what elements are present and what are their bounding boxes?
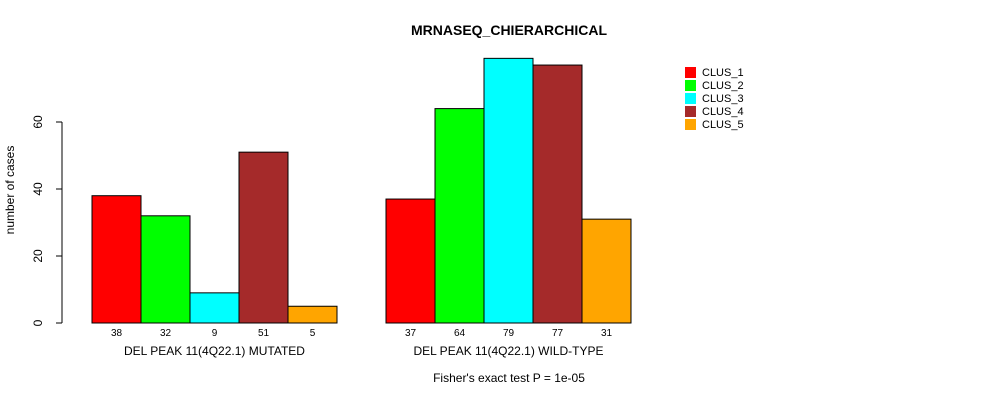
legend-swatch xyxy=(685,67,696,78)
group-label: DEL PEAK 11(4Q22.1) MUTATED xyxy=(124,344,305,358)
bar-clus-5 xyxy=(287,305,338,324)
bar-clus-1 xyxy=(91,195,142,324)
y-tick-label: 40 xyxy=(31,182,45,196)
y-tick-label: 0 xyxy=(31,319,45,326)
legend-label: CLUS_5 xyxy=(702,119,744,131)
fisher-test-footnote: Fisher's exact test P = 1e-05 xyxy=(433,371,585,385)
bars-layer xyxy=(91,57,632,324)
legend-swatch xyxy=(685,119,696,130)
group-labels: DEL PEAK 11(4Q22.1) MUTATED DEL PEAK 11(4… xyxy=(124,344,604,358)
bar-clus-3 xyxy=(483,57,534,324)
legend-label: CLUS_2 xyxy=(702,80,744,92)
bar-clus-2 xyxy=(140,215,191,324)
group-label: DEL PEAK 11(4Q22.1) WILD-TYPE xyxy=(413,344,603,358)
bar-value-label: 79 xyxy=(503,328,515,339)
y-axis: 0 20 40 60 xyxy=(31,115,63,326)
legend-label: CLUS_3 xyxy=(702,93,744,105)
bar-value-label: 9 xyxy=(212,328,218,339)
bar-value-label: 37 xyxy=(405,328,417,339)
legend-label: CLUS_4 xyxy=(702,106,744,118)
bar-clus-2 xyxy=(434,108,485,324)
bar-clus-4 xyxy=(532,64,583,324)
bar-value-label: 51 xyxy=(258,328,270,339)
y-tick-label: 60 xyxy=(31,115,45,129)
y-tick-label: 20 xyxy=(31,249,45,263)
chart-title: MRNASEQ_CHIERARCHICAL xyxy=(411,22,607,38)
bar-clus-1 xyxy=(385,198,436,324)
bar-value-label: 5 xyxy=(310,328,316,339)
bar-clus-4 xyxy=(238,151,289,324)
bar-clus-3 xyxy=(189,292,240,324)
legend-swatch xyxy=(685,80,696,91)
bar-value-label: 32 xyxy=(160,328,172,339)
bar-value-labels: 38 32 9 51 5 37 64 79 77 31 xyxy=(111,328,613,339)
bar-value-label: 38 xyxy=(111,328,123,339)
bar-value-label: 64 xyxy=(454,328,466,339)
bar-value-label: 31 xyxy=(601,328,613,339)
legend-label: CLUS_1 xyxy=(702,67,744,79)
y-axis-label: number of cases xyxy=(3,146,17,235)
legend-swatch xyxy=(685,106,696,117)
bar-clus-5 xyxy=(581,218,632,324)
bar-value-label: 77 xyxy=(552,328,564,339)
legend-swatch xyxy=(685,93,696,104)
